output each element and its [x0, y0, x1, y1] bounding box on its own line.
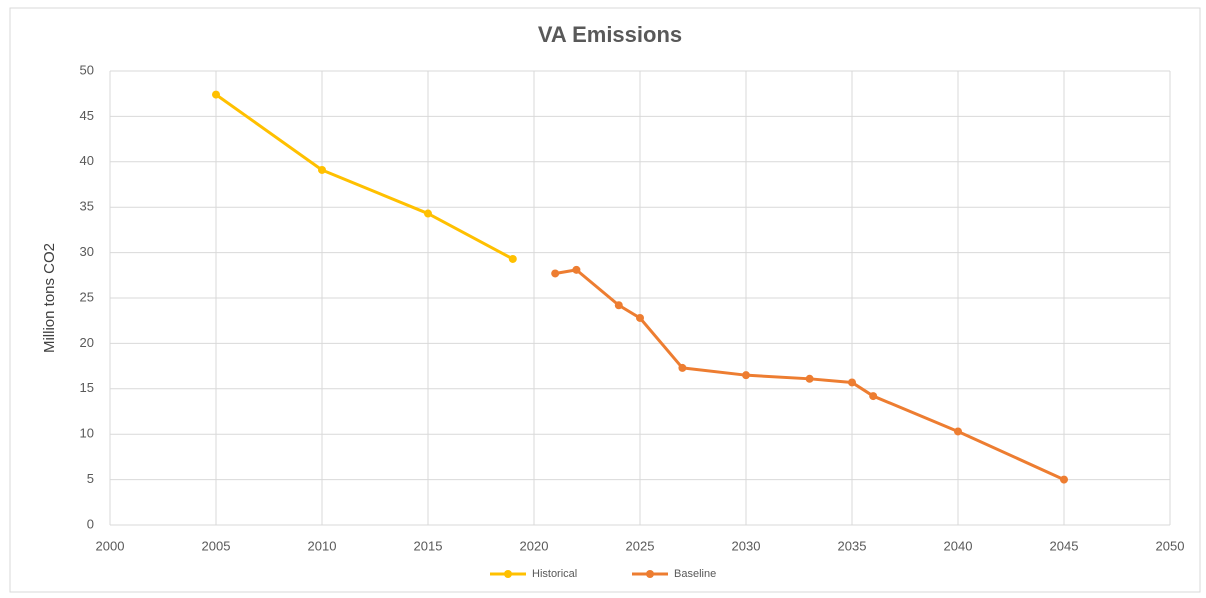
point [508, 254, 517, 263]
point [678, 363, 687, 372]
x-tick-label: 2005 [202, 538, 231, 553]
point [614, 301, 623, 310]
x-tick-label: 2000 [96, 538, 125, 553]
chart-title: VA Emissions [538, 22, 682, 47]
y-tick-label: 15 [80, 380, 94, 395]
y-tick-label: 5 [87, 471, 94, 486]
point [848, 378, 856, 387]
legend-label: Baseline [674, 568, 716, 580]
point [954, 427, 962, 436]
x-tick-label: 2010 [308, 538, 337, 553]
y-tick-label: 0 [87, 516, 94, 531]
point [424, 209, 432, 218]
point [1060, 475, 1068, 484]
chart-border [9, 7, 1201, 593]
y-tick-label: 35 [80, 199, 94, 214]
y-tick-label: 20 [80, 335, 94, 350]
x-tick-label: 2040 [944, 538, 973, 553]
x-tick-label: 2045 [1050, 538, 1079, 553]
point [212, 90, 220, 99]
y-tick-label: 40 [80, 153, 94, 168]
x-tick-label: 2020 [520, 538, 549, 553]
y-tick-label: 30 [80, 244, 94, 259]
point [805, 374, 814, 383]
x-tick-label: 2015 [414, 538, 443, 553]
x-tick-label: 2035 [838, 538, 867, 553]
legend-label: Historical [532, 568, 577, 580]
point [636, 313, 644, 322]
y-tick-label: 50 [80, 62, 94, 77]
y-tick-label: 45 [80, 108, 94, 123]
point [551, 269, 560, 278]
legend-marker [646, 570, 654, 578]
x-tick-label: 2050 [1156, 538, 1185, 553]
y-tick-label: 25 [80, 289, 94, 304]
legend-marker [504, 570, 512, 578]
y-axis-label: Million tons CO2 [41, 243, 58, 353]
point [742, 371, 750, 380]
y-tick-label: 10 [80, 426, 94, 441]
point [318, 165, 326, 174]
point [869, 392, 878, 401]
series-line [215, 93, 514, 261]
x-tick-label: 2030 [732, 538, 761, 553]
x-tick-label: 2025 [626, 538, 655, 553]
point [572, 265, 581, 274]
